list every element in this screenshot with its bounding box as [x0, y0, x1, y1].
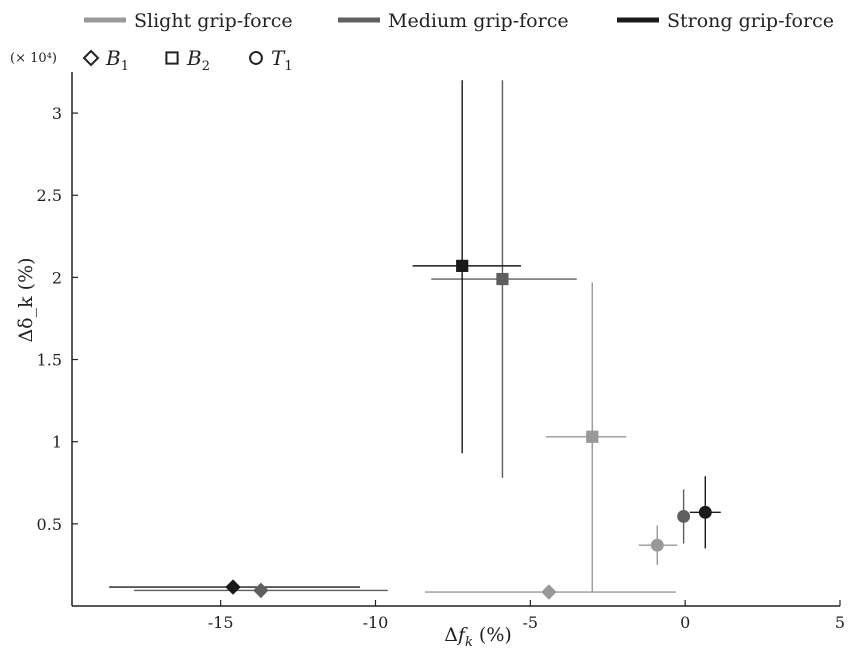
legend-marker-label: B1 [105, 46, 129, 74]
data-point-slight-b1 [541, 584, 557, 600]
legend-label: Strong grip-force [667, 10, 834, 32]
legend-marker-diamond [82, 49, 100, 67]
x-tick-label: -10 [363, 613, 389, 632]
y-tick-label: 2 [52, 268, 62, 287]
error-bars [109, 80, 721, 593]
x-tick-label: -5 [523, 613, 539, 632]
data-point-medium-t1 [677, 510, 691, 523]
x-axis-label: Δfk (%) [444, 624, 512, 650]
legend: Slight grip-force Medium grip-force Strong… [82, 10, 834, 74]
x-tick-label: 0 [680, 613, 690, 632]
data-point-slight-b2 [586, 430, 599, 443]
legend-marker-circle [249, 51, 263, 65]
scale-note: (× 10⁴) [10, 51, 57, 66]
y-tick-label: 3 [52, 104, 62, 123]
y-tick-label: 2.5 [37, 186, 62, 205]
x-tick-label: -15 [208, 613, 234, 632]
legend-marker-label: B2 [186, 46, 210, 74]
data-point-strong-b2 [456, 259, 469, 272]
data-point-strong-t1 [698, 505, 712, 519]
y-tick-label: 0.5 [37, 515, 62, 534]
legend-label: Slight grip-force [134, 10, 293, 32]
data-point-medium-b2 [496, 272, 509, 286]
data-point-strong-b1 [225, 579, 241, 595]
legend-label: Medium grip-force [388, 10, 569, 32]
axes: -15 -10 -5 0 5 0.5 1 1.5 2 2.5 3 [37, 72, 845, 632]
x-tick-label: 5 [835, 613, 845, 632]
legend-marker-square [165, 51, 179, 65]
data-markers [225, 259, 712, 600]
data-point-slight-t1 [650, 538, 664, 552]
y-tick-label: 1 [52, 433, 62, 452]
legend-marker-label: T1 [271, 46, 293, 74]
y-tick-label: 1.5 [37, 351, 62, 370]
y-axis-label: Δδ_k (%) [15, 257, 37, 342]
data-point-medium-b1 [253, 582, 269, 599]
